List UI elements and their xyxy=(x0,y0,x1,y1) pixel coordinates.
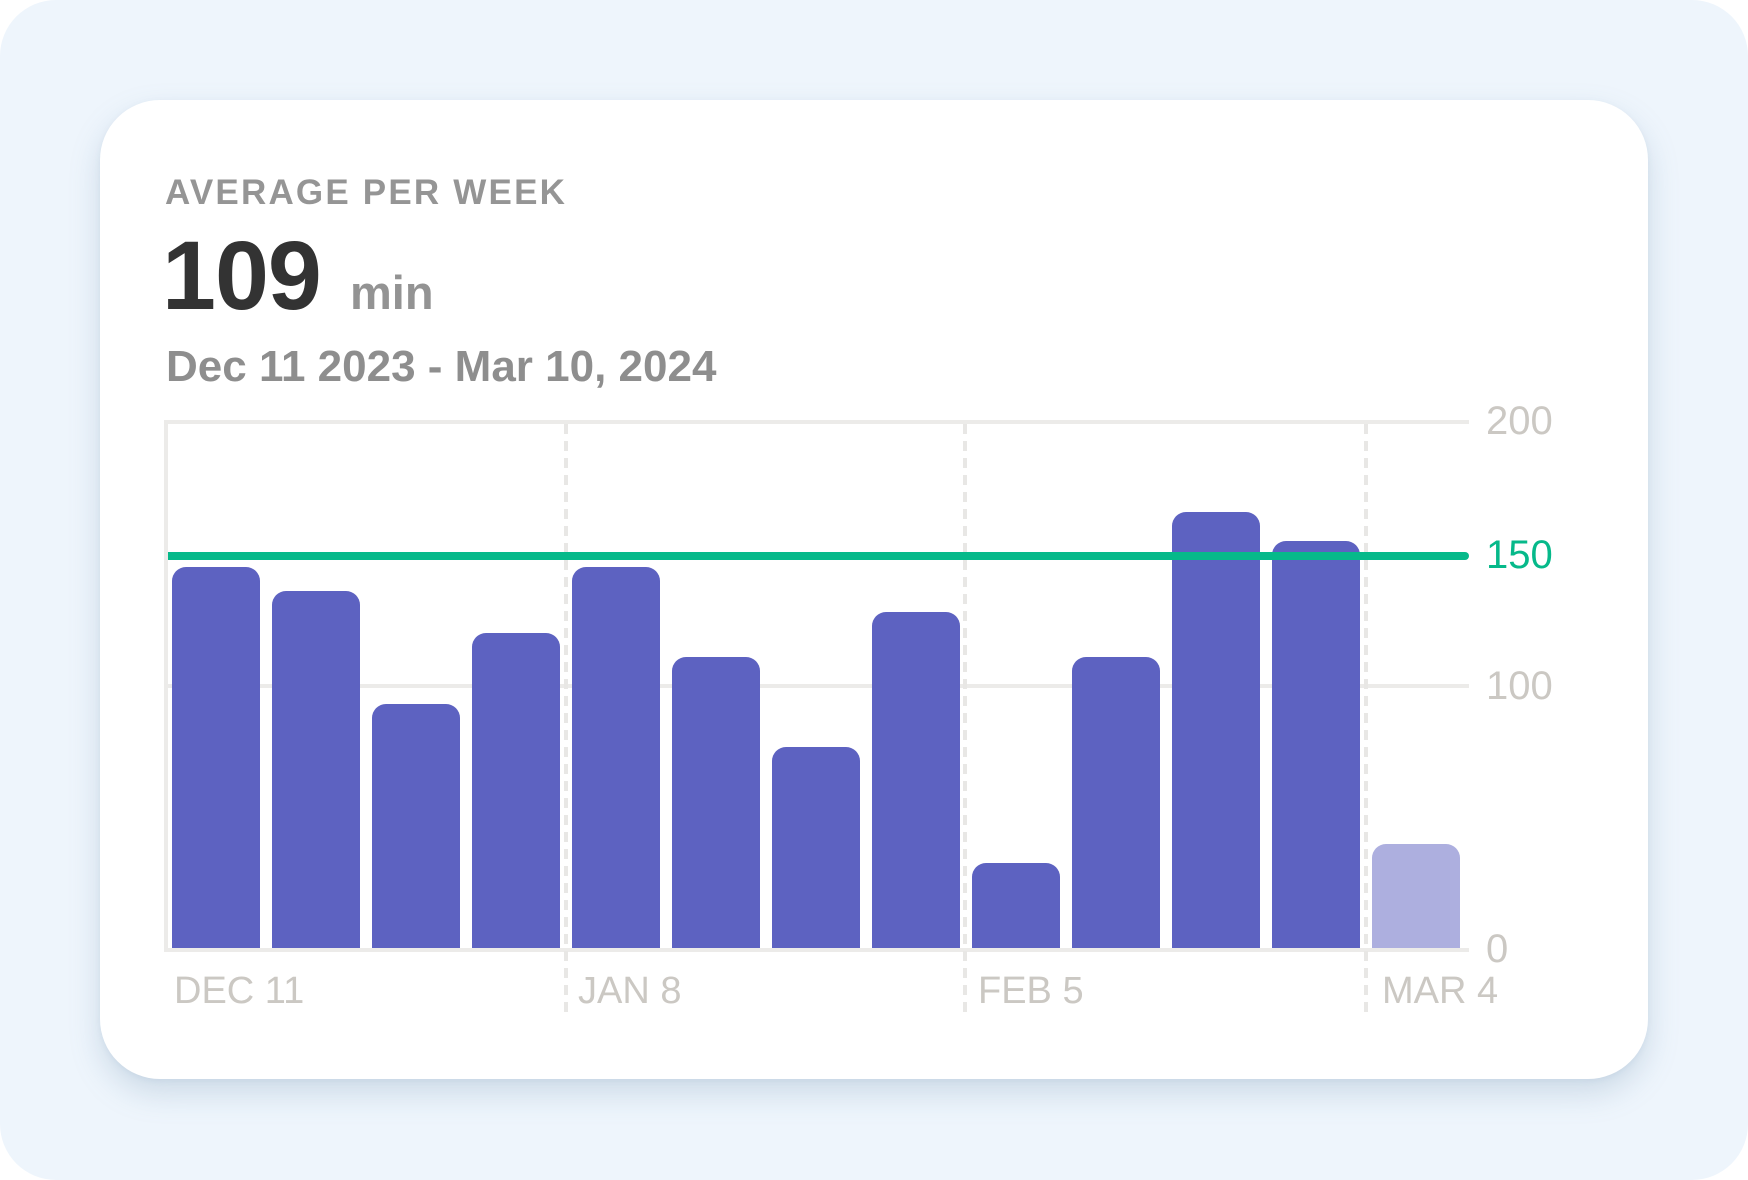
average-unit: min xyxy=(350,266,434,319)
bar-week-8[interactable] xyxy=(972,863,1060,948)
date-range: Dec 11 2023 - Mar 10, 2024 xyxy=(166,342,717,391)
bar-week-1[interactable] xyxy=(272,591,360,948)
y-tick-0: 0 xyxy=(1486,927,1509,971)
bar-week-12[interactable] xyxy=(1372,844,1460,948)
gridline-100 xyxy=(164,684,1469,688)
bar-week-5[interactable] xyxy=(672,657,760,948)
bar-week-6[interactable] xyxy=(772,747,860,948)
bar-week-10[interactable] xyxy=(1172,512,1260,948)
card-title: AVERAGE PER WEEK xyxy=(165,173,568,212)
x-tick-jan8: JAN 8 xyxy=(578,970,682,1012)
bar-week-9[interactable] xyxy=(1072,657,1160,948)
y-axis-left-border xyxy=(164,420,168,952)
y-tick-100: 100 xyxy=(1486,664,1553,708)
bar-week-4[interactable] xyxy=(572,567,660,948)
week-divider-jan8 xyxy=(564,424,568,1012)
x-tick-feb5: FEB 5 xyxy=(978,970,1084,1012)
bar-week-3[interactable] xyxy=(472,633,560,948)
week-divider-feb5 xyxy=(963,424,967,1012)
y-tick-150-goal: 150 xyxy=(1486,533,1553,577)
x-axis-baseline xyxy=(164,948,1469,952)
x-tick-dec11: DEC 11 xyxy=(174,970,305,1012)
bar-week-11[interactable] xyxy=(1272,541,1360,948)
bar-week-0[interactable] xyxy=(172,567,260,948)
goal-line xyxy=(168,552,1469,560)
y-tick-200: 200 xyxy=(1486,399,1553,443)
gridline-200 xyxy=(164,420,1469,424)
week-divider-mar4 xyxy=(1364,424,1368,1012)
bar-week-7[interactable] xyxy=(872,612,960,948)
average-value: 109 xyxy=(162,221,322,330)
x-tick-mar4: MAR 4 xyxy=(1382,970,1499,1012)
bar-week-2[interactable] xyxy=(372,704,460,948)
